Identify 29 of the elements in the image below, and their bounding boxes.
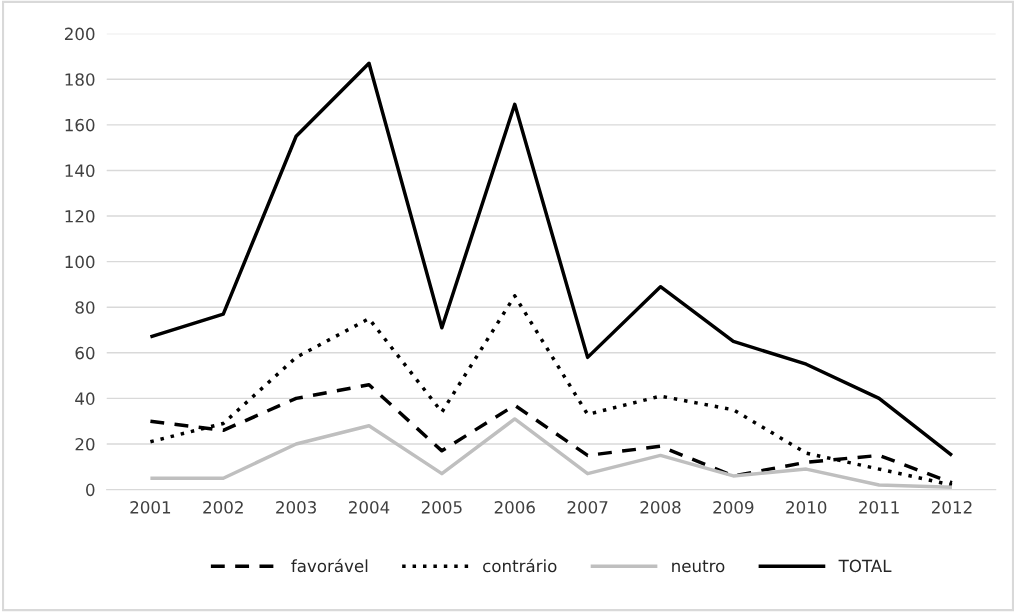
x-tick-label: 2010: [786, 501, 827, 514]
x-tick-label: 2012: [931, 501, 972, 514]
line-series: [148, 417, 954, 490]
x-tick-label: 2004: [349, 501, 390, 514]
x-tick-label: 2008: [640, 501, 681, 514]
legend-label: favorável: [291, 558, 368, 573]
x-tick-label: 2001: [130, 501, 171, 514]
y-tick-label: 140: [65, 164, 95, 178]
x-tick-label: 2011: [859, 501, 899, 514]
y-tick-label: 200: [64, 27, 95, 41]
x-tick-label: 2009: [713, 501, 754, 514]
x-tick-label: 2003: [276, 501, 317, 514]
y-tick-label: 120: [65, 210, 95, 223]
y-tick-label: 0: [86, 483, 95, 497]
legend-label: TOTAL: [838, 559, 892, 573]
y-tick-label: 20: [75, 437, 95, 451]
x-tick-label: 2006: [494, 501, 535, 514]
legend-label: neutro: [672, 560, 725, 573]
line-series: [148, 61, 954, 458]
y-tick-label: 40: [75, 392, 95, 405]
x-tick-label: 2007: [567, 501, 608, 514]
y-tick-label: 100: [65, 255, 95, 269]
legend-label: contrário: [483, 558, 557, 573]
y-tick-label: 160: [65, 118, 95, 132]
y-tick-label: 80: [75, 301, 95, 314]
x-tick-label: 2005: [421, 501, 462, 514]
x-tick-label: 2002: [203, 501, 243, 514]
y-tick-label: 180: [65, 73, 95, 86]
y-tick-label: 60: [75, 346, 95, 360]
